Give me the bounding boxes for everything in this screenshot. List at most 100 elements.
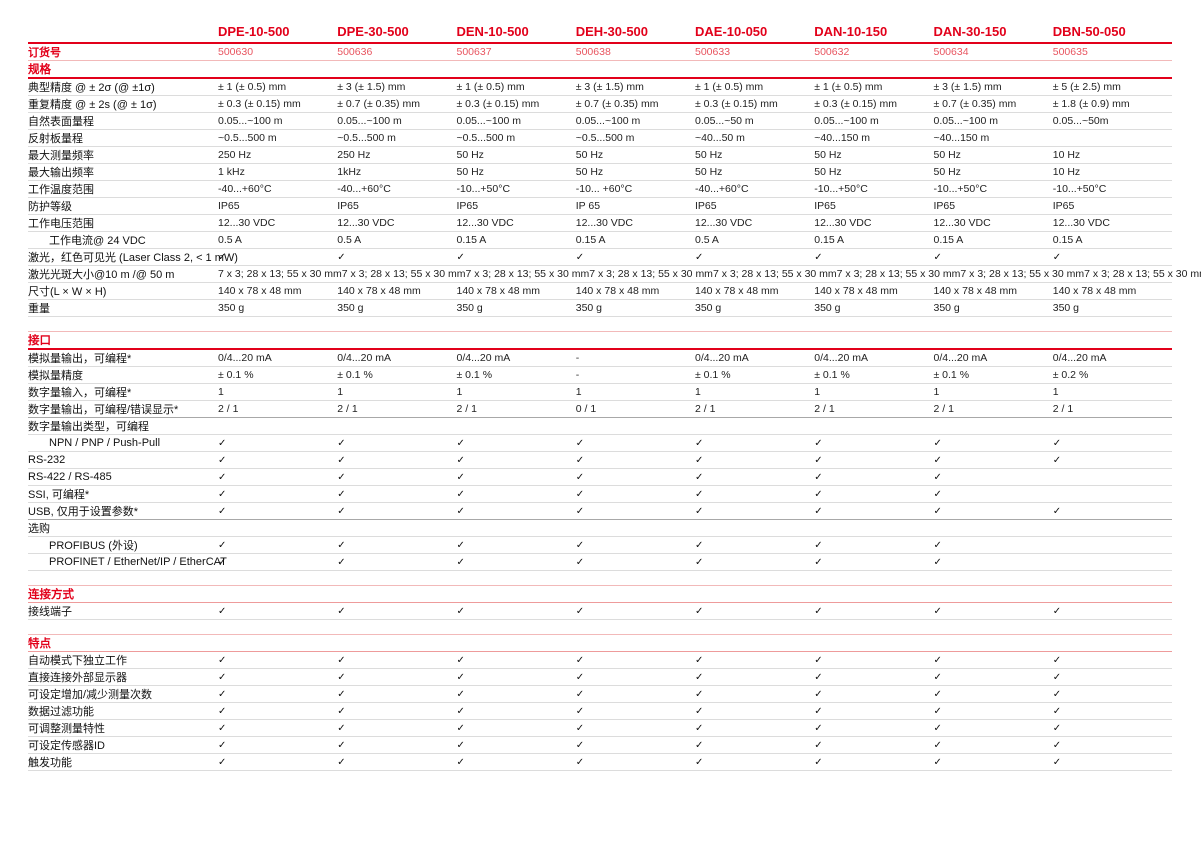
check-icon: ✓ bbox=[575, 605, 585, 617]
cell-value: 0.15 A bbox=[1052, 234, 1083, 246]
cell-value: 0.05...~100 m bbox=[337, 115, 402, 127]
cell-value: 1 bbox=[337, 386, 344, 398]
check-icon: ✓ bbox=[575, 471, 585, 483]
check-icon: ✓ bbox=[456, 556, 465, 568]
cell-value: 12...30 VDC bbox=[814, 217, 872, 229]
check-icon: ✓ bbox=[575, 556, 585, 568]
table-row: NPN / PNP / Push-Pull ✓ ✓ ✓ ✓ ✓ ✓ ✓ ✓ bbox=[28, 435, 1172, 452]
check-icon: ✓ bbox=[456, 722, 465, 734]
cell-value: 12...30 VDC bbox=[456, 217, 514, 229]
check-icon: ✓ bbox=[218, 654, 227, 666]
table-row: 数据过滤功能 ✓ ✓ ✓ ✓ ✓ ✓ ✓ ✓ bbox=[28, 703, 1172, 720]
row-label: SSI, 可编程* bbox=[28, 489, 90, 501]
cell-value: 0.5 A bbox=[337, 234, 362, 246]
order-number: 500635 bbox=[1052, 46, 1088, 58]
row-label: 防护等级 bbox=[28, 201, 72, 213]
row-label: PROFINET / EtherNet/IP / EtherCAT bbox=[49, 556, 227, 568]
check-icon: ✓ bbox=[575, 488, 585, 500]
table-row: 重复精度 @ ± 2s (@ ± 1σ) ± 0.3 (± 0.15) mm ± 0… bbox=[28, 96, 1172, 113]
cell-value: 350 g bbox=[1052, 302, 1080, 314]
row-label: 数字量输出，可编程/错误显示* bbox=[28, 404, 179, 416]
check-icon: ✓ bbox=[695, 722, 704, 734]
check-icon: ✓ bbox=[695, 505, 704, 517]
cell-value: IP65 bbox=[814, 200, 836, 212]
check-icon: ✓ bbox=[575, 654, 585, 666]
cell-value: 1 kHz bbox=[218, 166, 245, 178]
check-icon: ✓ bbox=[814, 605, 823, 617]
check-icon: ✓ bbox=[575, 722, 585, 734]
check-icon: ✓ bbox=[218, 671, 227, 683]
row-label: USB, 仅用于设置参数* bbox=[28, 506, 139, 518]
table-row: 模拟量输出，可编程* 0/4...20 mA 0/4...20 mA 0/4...20… bbox=[28, 350, 1172, 367]
table-subheader-row: 数字量输出类型，可编程 bbox=[28, 418, 1172, 435]
table-row: 最大测量频率 250 Hz 250 Hz 50 Hz 50 Hz 50 Hz 50 Hz 50… bbox=[28, 147, 1172, 164]
cell-value: 2 / 1 bbox=[933, 403, 954, 415]
cell-value: 0.05...~100 m bbox=[575, 115, 641, 127]
check-icon: ✓ bbox=[337, 437, 346, 449]
cell-value: 50 Hz bbox=[814, 166, 842, 178]
order-number: 500630 bbox=[218, 46, 254, 58]
cell-value: ± 0.7 (± 0.35) mm bbox=[337, 98, 420, 110]
check-icon: ✓ bbox=[337, 556, 346, 568]
check-icon: ✓ bbox=[456, 671, 465, 683]
cell-value: 7 x 3; 28 x 13; 55 x 30 mm bbox=[1084, 268, 1201, 280]
cell-value: IP65 bbox=[1052, 200, 1075, 212]
cell-value: 50 Hz bbox=[933, 166, 961, 178]
table-row: 数字量输出，可编程/错误显示* 2 / 1 2 / 1 2 / 1 0 / 1 2 / 1… bbox=[28, 401, 1172, 418]
check-icon: ✓ bbox=[933, 471, 942, 483]
cell-value: 7 x 3; 28 x 13; 55 x 30 mm bbox=[836, 268, 961, 280]
cell-value: 0.15 A bbox=[575, 234, 606, 246]
check-icon: ✓ bbox=[456, 688, 465, 700]
check-icon: ✓ bbox=[814, 539, 823, 551]
table-row: 直接连接外部显示器 ✓ ✓ ✓ ✓ ✓ ✓ ✓ ✓ bbox=[28, 669, 1172, 686]
table-row: PROFIBUS (外设) ✓ ✓ ✓ ✓ ✓ ✓ ✓ bbox=[28, 537, 1172, 554]
cell-value: ± 5 (± 2.5) mm bbox=[1052, 81, 1121, 93]
cell-value: 350 g bbox=[337, 302, 364, 314]
row-label: 数字量输入，可编程* bbox=[28, 387, 132, 399]
cell-value: 50 Hz bbox=[575, 149, 604, 161]
cell-value: 50 Hz bbox=[695, 149, 723, 161]
table-row: 可设定传感器ID ✓ ✓ ✓ ✓ ✓ ✓ ✓ ✓ bbox=[28, 737, 1172, 754]
check-icon: ✓ bbox=[337, 471, 346, 483]
check-icon: ✓ bbox=[1052, 705, 1062, 717]
check-icon: ✓ bbox=[456, 251, 465, 263]
table-row: 激光，红色可见光 (Laser Class 2, < 1 mW) ✓ ✓ ✓ ✓ ✓ ✓ ✓ ✓ bbox=[28, 249, 1172, 266]
cell-value: -40...+60°C bbox=[337, 183, 391, 195]
cell-value: IP65 bbox=[337, 200, 359, 212]
row-label: 直接连接外部显示器 bbox=[28, 672, 127, 684]
check-icon: ✓ bbox=[337, 605, 346, 617]
check-icon: ✓ bbox=[695, 605, 704, 617]
cell-value: 10 Hz bbox=[1052, 166, 1081, 178]
cell-value: ± 1 (± 0.5) mm bbox=[695, 81, 764, 93]
check-icon: ✓ bbox=[695, 556, 704, 568]
cell-value: 0.15 A bbox=[933, 234, 964, 246]
check-icon: ✓ bbox=[218, 505, 227, 517]
cell-value: 50 Hz bbox=[456, 149, 484, 161]
spec-table: DPE-10-500 DPE-30-500 DEN-10-500 DEH-30-500… bbox=[28, 24, 1201, 771]
check-icon: ✓ bbox=[218, 539, 227, 551]
cell-value: 2 / 1 bbox=[1052, 403, 1074, 415]
cell-value: 12...30 VDC bbox=[218, 217, 276, 229]
cell-value: 140 x 78 x 48 mm bbox=[575, 285, 660, 297]
table-subheader-row: 选购 bbox=[28, 520, 1172, 537]
check-icon: ✓ bbox=[814, 739, 823, 751]
check-icon: ✓ bbox=[1052, 605, 1062, 617]
row-label: 触发功能 bbox=[28, 757, 72, 769]
cell-value: 350 g bbox=[814, 302, 841, 314]
check-icon: ✓ bbox=[814, 722, 823, 734]
row-label: 尺寸(L × W × H) bbox=[28, 286, 107, 298]
check-icon: ✓ bbox=[814, 505, 823, 517]
cell-value: 0.05...~100 m bbox=[456, 115, 522, 127]
table-row: RS-232 ✓ ✓ ✓ ✓ ✓ ✓ ✓ ✓ bbox=[28, 452, 1172, 469]
cell-value: ± 0.1 % bbox=[456, 369, 493, 381]
cell-value: IP65 bbox=[456, 200, 479, 212]
table-row: SSI, 可编程* ✓ ✓ ✓ ✓ ✓ ✓ ✓ bbox=[28, 486, 1172, 503]
check-icon: ✓ bbox=[1052, 688, 1062, 700]
cell-value: 50 Hz bbox=[695, 166, 723, 178]
cell-value: IP65 bbox=[933, 200, 956, 212]
check-icon: ✓ bbox=[575, 505, 585, 517]
cell-value: ± 0.3 (± 0.15) mm bbox=[218, 98, 301, 110]
cell-value: - bbox=[575, 352, 580, 364]
check-icon: ✓ bbox=[456, 454, 465, 466]
check-icon: ✓ bbox=[337, 705, 346, 717]
